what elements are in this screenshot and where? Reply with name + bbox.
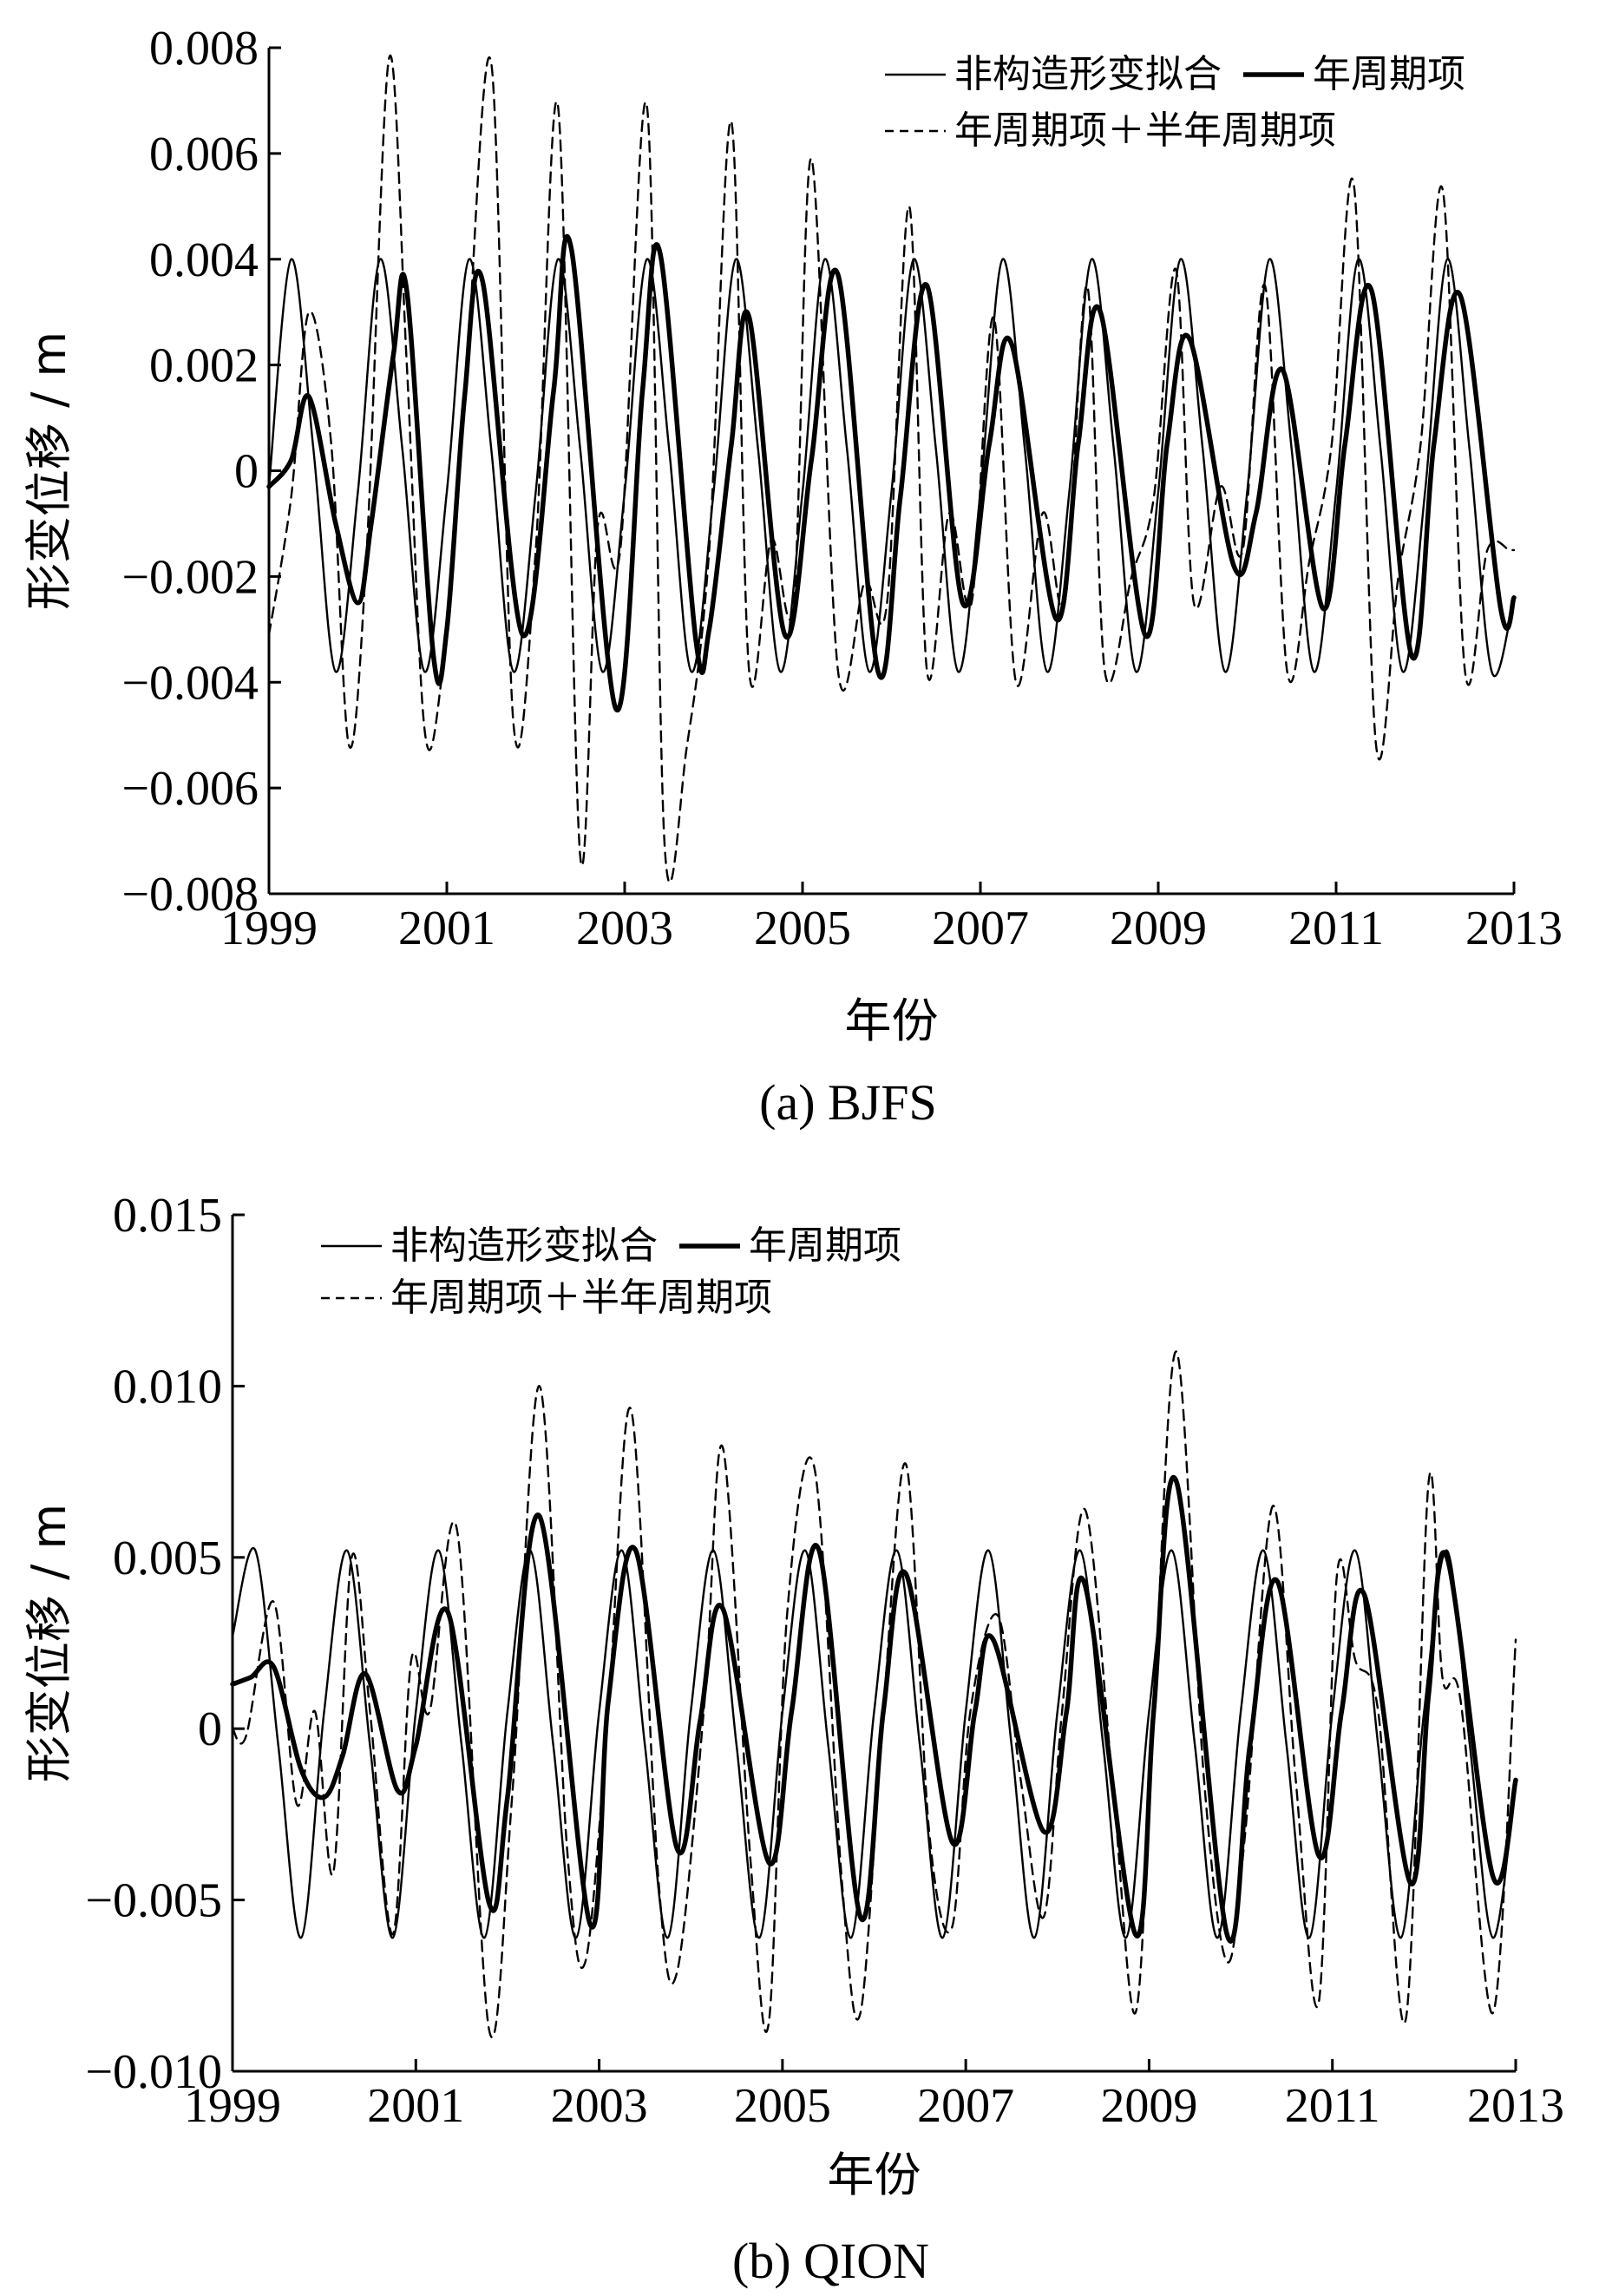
x-tick-label: 2013 (1465, 902, 1563, 955)
x-tick-label: 2003 (576, 902, 673, 955)
series-line-2 (231, 1350, 1517, 2039)
x-tick-label: 2007 (917, 2079, 1014, 2133)
x-tick-label: 2003 (551, 2079, 648, 2133)
series-line-2 (267, 54, 1516, 884)
y-tick-label: −0.005 (85, 1874, 222, 1928)
x-tick-label: 2001 (398, 902, 495, 955)
chart-b: −0.010 −0.005 0 0.005 0.010 0.015 1999 2001 2003… (22, 1189, 1564, 2289)
series-line-0 (231, 1546, 1517, 1939)
legend-label: 年周期项＋半年周期项 (390, 1276, 772, 1320)
y-tick-label: 0.002 (149, 339, 259, 393)
x-tick-label: 2005 (734, 2079, 831, 2133)
y-tick-label: −0.002 (121, 550, 259, 604)
y-tick-label: 0.010 (113, 1360, 222, 1414)
y-tick-label: 0 (198, 1702, 222, 1756)
y-axis-label: 形变位移 / m (22, 331, 76, 610)
y-tick-label: 0.008 (149, 22, 259, 75)
y-tick-label: 0.015 (113, 1189, 222, 1243)
chart-caption: (b) QION (732, 2233, 929, 2289)
x-tick-label: 2007 (932, 902, 1029, 955)
legend-label: 非构造形变拟合 (954, 52, 1222, 96)
y-tick-label: −0.008 (121, 868, 259, 922)
x-tick-label: 2005 (754, 902, 851, 955)
y-tick-label: 0.005 (113, 1532, 222, 1585)
y-tick-label: 0 (234, 445, 259, 499)
x-tick-label: 2001 (367, 2079, 464, 2133)
y-tick-label: −0.010 (85, 2045, 222, 2099)
y-tick-label: −0.006 (121, 762, 259, 816)
chart-caption: (a) BJFS (759, 1074, 937, 1131)
x-tick-label: 2009 (1110, 902, 1207, 955)
series-line-1 (230, 1474, 1518, 1944)
legend-label: 年周期项 (749, 1223, 901, 1268)
y-tick-label: 0.004 (149, 233, 259, 287)
y-tick-label: −0.004 (121, 656, 259, 710)
x-tick-label: 2011 (1285, 2079, 1380, 2133)
y-tick-label: 0.006 (149, 128, 259, 181)
y-axis-label: 形变位移 / m (22, 1504, 76, 1782)
legend-label: 非构造形变拟合 (390, 1223, 658, 1268)
legend-label: 年周期项 (1313, 52, 1465, 96)
x-tick-label: 1999 (184, 2079, 281, 2133)
legend-label: 年周期项＋半年周期项 (954, 108, 1336, 153)
x-axis-label: 年份 (845, 994, 939, 1048)
x-tick-label: 2011 (1288, 902, 1384, 955)
x-tick-label: 1999 (220, 902, 318, 955)
x-tick-label: 2013 (1467, 2079, 1564, 2133)
x-tick-label: 2009 (1100, 2079, 1197, 2133)
chart-a: −0.008 −0.006 −0.004 −0.002 0 0.002 0.004 0.006… (22, 22, 1563, 1131)
x-axis-label: 年份 (828, 2148, 921, 2202)
